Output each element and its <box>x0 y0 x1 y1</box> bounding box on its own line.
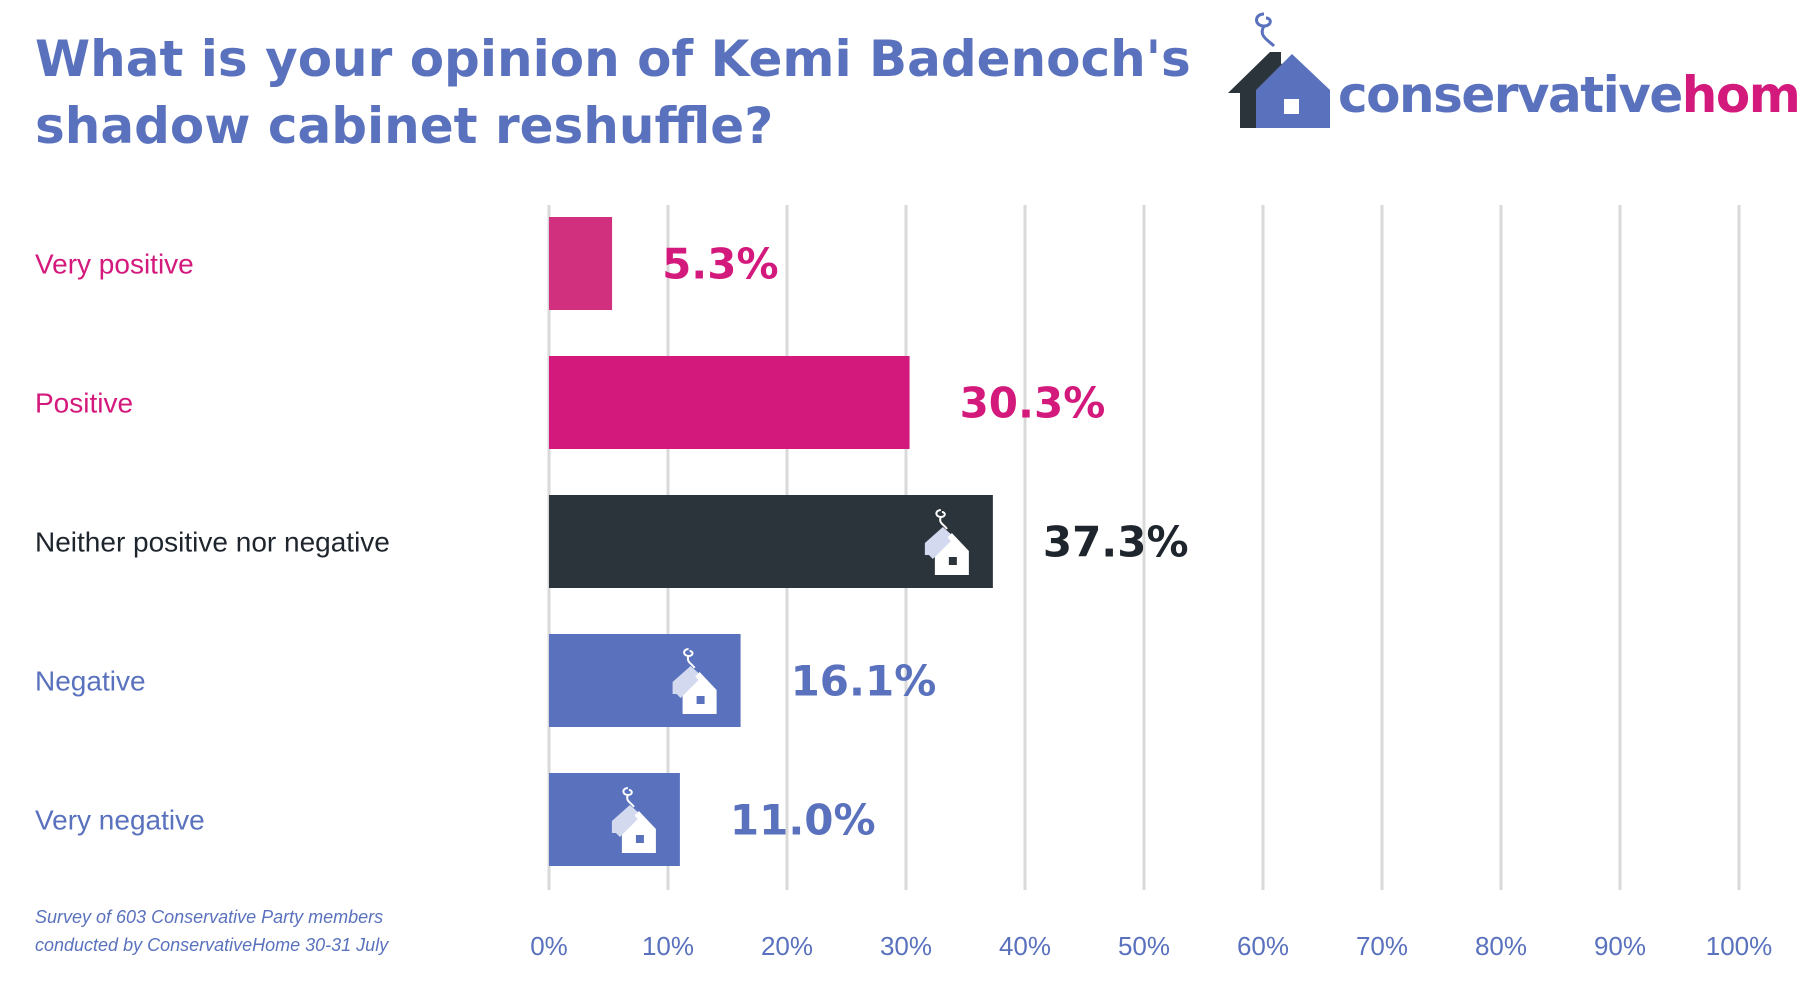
house-smoke-icon <box>1228 12 1330 128</box>
value-label-negative: 16.1% <box>791 657 937 706</box>
bar-neither-positive-nor-negative <box>549 495 993 588</box>
bar-very-positive <box>549 217 613 310</box>
footnote-line-2: conducted by ConservativeHome 30-31 July <box>35 935 389 955</box>
x-tick-label: 0% <box>530 931 568 961</box>
bar-house-icon <box>611 787 656 853</box>
value-label-very-negative: 11.0% <box>730 796 876 845</box>
footnote-line-1: Survey of 603 Conservative Party members <box>35 907 384 927</box>
value-label-positive: 30.3% <box>960 379 1106 428</box>
bar-house-icon <box>924 509 969 575</box>
chart-title: What is your opinion of Kemi Badenoch's … <box>35 30 1191 155</box>
value-label-neither-positive-nor-negative: 37.3% <box>1043 518 1189 567</box>
category-label-negative: Negative <box>35 666 146 697</box>
x-tick-label: 80% <box>1475 931 1527 961</box>
x-tick-label: 100% <box>1706 931 1773 961</box>
logo-text-home: home <box>1681 66 1800 124</box>
x-tick-label: 90% <box>1594 931 1646 961</box>
logo-wordmark: conservativehome <box>1338 66 1800 124</box>
x-tick-label: 40% <box>999 931 1051 961</box>
category-label-neither-positive-nor-negative: Neither positive nor negative <box>35 527 390 558</box>
bar-house-icon <box>672 648 717 714</box>
x-tick-label: 10% <box>642 931 694 961</box>
logo-text-conservative: conservative <box>1338 66 1683 124</box>
conservativehome-logo: conservativehome <box>1228 10 1800 140</box>
category-label-positive: Positive <box>35 388 133 419</box>
x-tick-label: 60% <box>1237 931 1289 961</box>
survey-footnote: Survey of 603 Conservative Party members… <box>35 903 505 959</box>
x-tick-label: 30% <box>880 931 932 961</box>
value-label-very-positive: 5.3% <box>662 240 778 289</box>
x-tick-label: 70% <box>1356 931 1408 961</box>
category-label-very-negative: Very negative <box>35 805 205 836</box>
category-label-very-positive: Very positive <box>35 249 194 280</box>
x-tick-label: 50% <box>1118 931 1170 961</box>
x-tick-label: 20% <box>761 931 813 961</box>
bar-positive <box>549 356 910 449</box>
